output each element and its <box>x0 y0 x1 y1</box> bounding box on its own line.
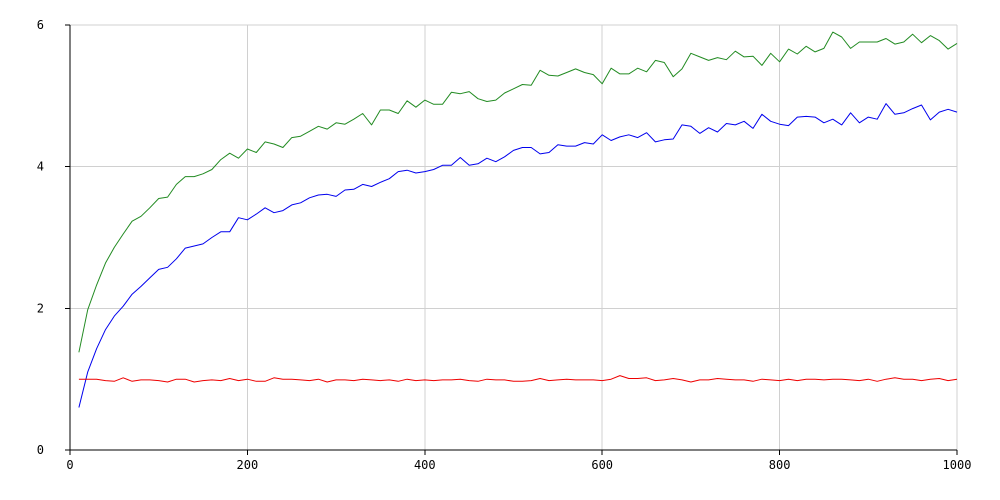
series-line-3 <box>78 375 958 383</box>
grid <box>70 24 958 450</box>
ticks: 0 200 400 600 800 1000 0 2 4 6 <box>37 18 972 472</box>
series-group <box>78 31 958 408</box>
x-tick-label: 200 <box>237 458 259 472</box>
axes <box>69 25 957 451</box>
y-tick-label: 0 <box>37 443 44 457</box>
y-tick-label: 2 <box>37 301 44 315</box>
y-tick-label: 6 <box>37 18 44 32</box>
x-tick-label: 400 <box>414 458 436 472</box>
series-line-2 <box>78 103 958 408</box>
series-line-1 <box>78 31 958 353</box>
y-tick-label: 4 <box>37 160 44 174</box>
x-tick-label: 800 <box>769 458 791 472</box>
x-tick-label: 600 <box>591 458 613 472</box>
x-tick-label: 0 <box>66 458 73 472</box>
x-tick-label: 1000 <box>943 458 972 472</box>
